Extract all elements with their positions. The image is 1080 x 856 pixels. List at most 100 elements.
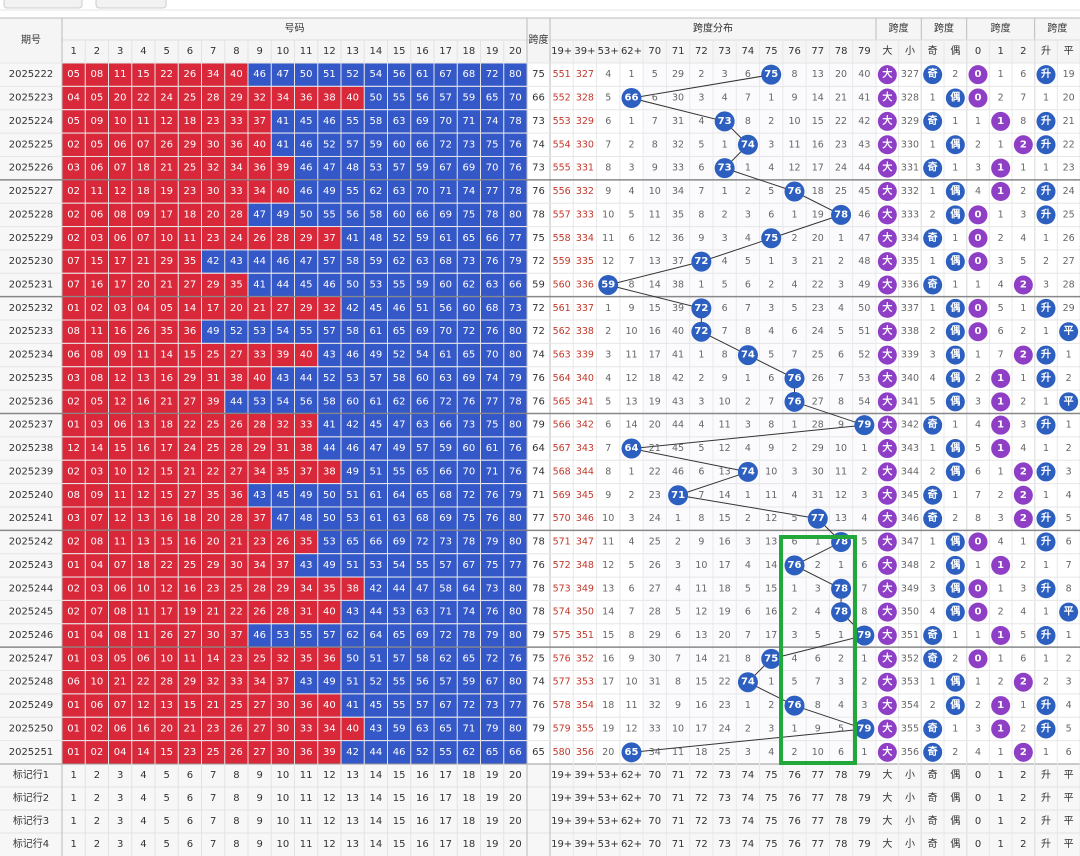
number-cell-blue (481, 390, 504, 413)
drawn-number: 56 (416, 93, 429, 104)
span-ball (714, 111, 735, 132)
drawn-number: 35 (184, 256, 197, 267)
number-cell-red (109, 320, 132, 343)
number-cell-blue (388, 390, 411, 413)
number-cell-blue (364, 437, 387, 460)
number-label-footer: 16 (416, 770, 429, 781)
number-cell-blue (457, 343, 480, 367)
drawn-number: 07 (67, 256, 80, 267)
drawn-number: 52 (346, 69, 359, 80)
number-cell-red (109, 250, 132, 273)
number-cell-red (132, 367, 155, 390)
issue: 2025243 (9, 560, 54, 571)
number-cell-blue (434, 320, 457, 343)
miss-count: 4 (768, 326, 774, 337)
number-label-footer: 4 (140, 770, 146, 781)
miss-count: 1 (861, 747, 867, 758)
span-hit: 72 (694, 256, 708, 267)
miss-count: 5 (628, 560, 634, 571)
drawn-number: 38 (346, 583, 359, 594)
footer-title: 标记行2 (13, 791, 49, 804)
mod-hit: 1 (997, 420, 1004, 431)
number-cell-blue (318, 133, 341, 156)
bs-ball (877, 111, 897, 131)
number-cell-red (132, 297, 155, 320)
number-cell-blue (341, 507, 364, 530)
drawn-number: 03 (67, 373, 80, 384)
drawn-number: 58 (370, 209, 383, 220)
number-cell-red (85, 180, 108, 203)
number-label-footer: 8 (233, 770, 239, 781)
drawn-number: 32 (277, 420, 290, 431)
number-cell-blue (295, 390, 318, 413)
number-cell-blue (504, 507, 527, 530)
miss-count: 24 (719, 723, 731, 734)
number-cell-blue (318, 414, 341, 437)
oe-hit: 偶 (949, 581, 960, 594)
drawn-number: 58 (393, 373, 406, 384)
miss-count: 5 (768, 350, 774, 361)
oe-count: 2 (930, 209, 936, 220)
miss-count: 8 (605, 466, 611, 477)
issue: 2025224 (9, 116, 54, 127)
drawn-number: 60 (393, 209, 406, 220)
drawn-number: 25 (207, 747, 220, 758)
miss-count: 21 (719, 653, 731, 664)
number-cell-red (155, 414, 178, 437)
drawn-number: 60 (393, 139, 406, 150)
number-cell-blue (341, 484, 364, 507)
trend-hit: 平 (1064, 395, 1074, 407)
number-cell-red (155, 694, 178, 717)
span-value: 77 (532, 513, 545, 524)
number-cell-red (155, 647, 178, 671)
drawn-number: 30 (207, 186, 220, 197)
drawn-number: 42 (207, 256, 220, 267)
mod-count: 2 (998, 607, 1004, 618)
oe-count: 2 (930, 700, 936, 711)
miss-count: 30 (812, 466, 824, 477)
miss-count: 4 (791, 490, 797, 501)
span-ball (737, 461, 758, 482)
drawn-number: 60 (416, 373, 429, 384)
number-cell-red (202, 297, 225, 320)
oe-count: 2 (952, 653, 958, 664)
number-cell-blue (411, 507, 434, 530)
miss-count: 560 (553, 279, 571, 290)
number-cell-blue (411, 250, 434, 273)
drawn-number: 66 (416, 396, 429, 407)
number-cell-blue (434, 600, 457, 624)
number-label-footer: 14 (370, 839, 383, 850)
number-cell-blue (434, 437, 457, 460)
drawn-number: 11 (114, 490, 127, 501)
miss-count: 13 (812, 69, 824, 80)
trend-hit: 升 (1041, 698, 1051, 711)
oe-label: 偶 (950, 44, 960, 57)
drawn-number: 45 (370, 700, 383, 711)
span-hit: 74 (741, 466, 755, 477)
drawn-number: 59 (370, 139, 383, 150)
number-cell-blue (481, 507, 504, 530)
issue: 2025233 (9, 326, 54, 337)
drawn-number: 54 (370, 69, 383, 80)
drawn-number: 43 (370, 723, 383, 734)
number-label-footer: 14 (370, 770, 383, 781)
number-cell-blue (457, 507, 480, 530)
number-cell-blue (434, 297, 457, 320)
dist-label: 78 (835, 46, 848, 57)
drawn-number: 23 (207, 583, 220, 594)
drawn-number: 05 (67, 69, 80, 80)
number-cell-red (202, 717, 225, 741)
drawn-number: 46 (253, 69, 266, 80)
miss-count: 43 (858, 139, 870, 150)
number-cell-blue (341, 297, 364, 320)
drawn-number: 26 (230, 420, 243, 431)
number-cell-blue (295, 273, 318, 297)
number-cell-blue (411, 624, 434, 647)
header-mod: 跨度 (991, 22, 1011, 35)
drawn-number: 65 (393, 630, 406, 641)
number-cell-blue (434, 343, 457, 367)
number-cell-red (132, 624, 155, 647)
trend-count: 23 (1063, 163, 1075, 174)
mod-count: 2 (975, 373, 981, 384)
miss-count: 8 (861, 607, 867, 618)
